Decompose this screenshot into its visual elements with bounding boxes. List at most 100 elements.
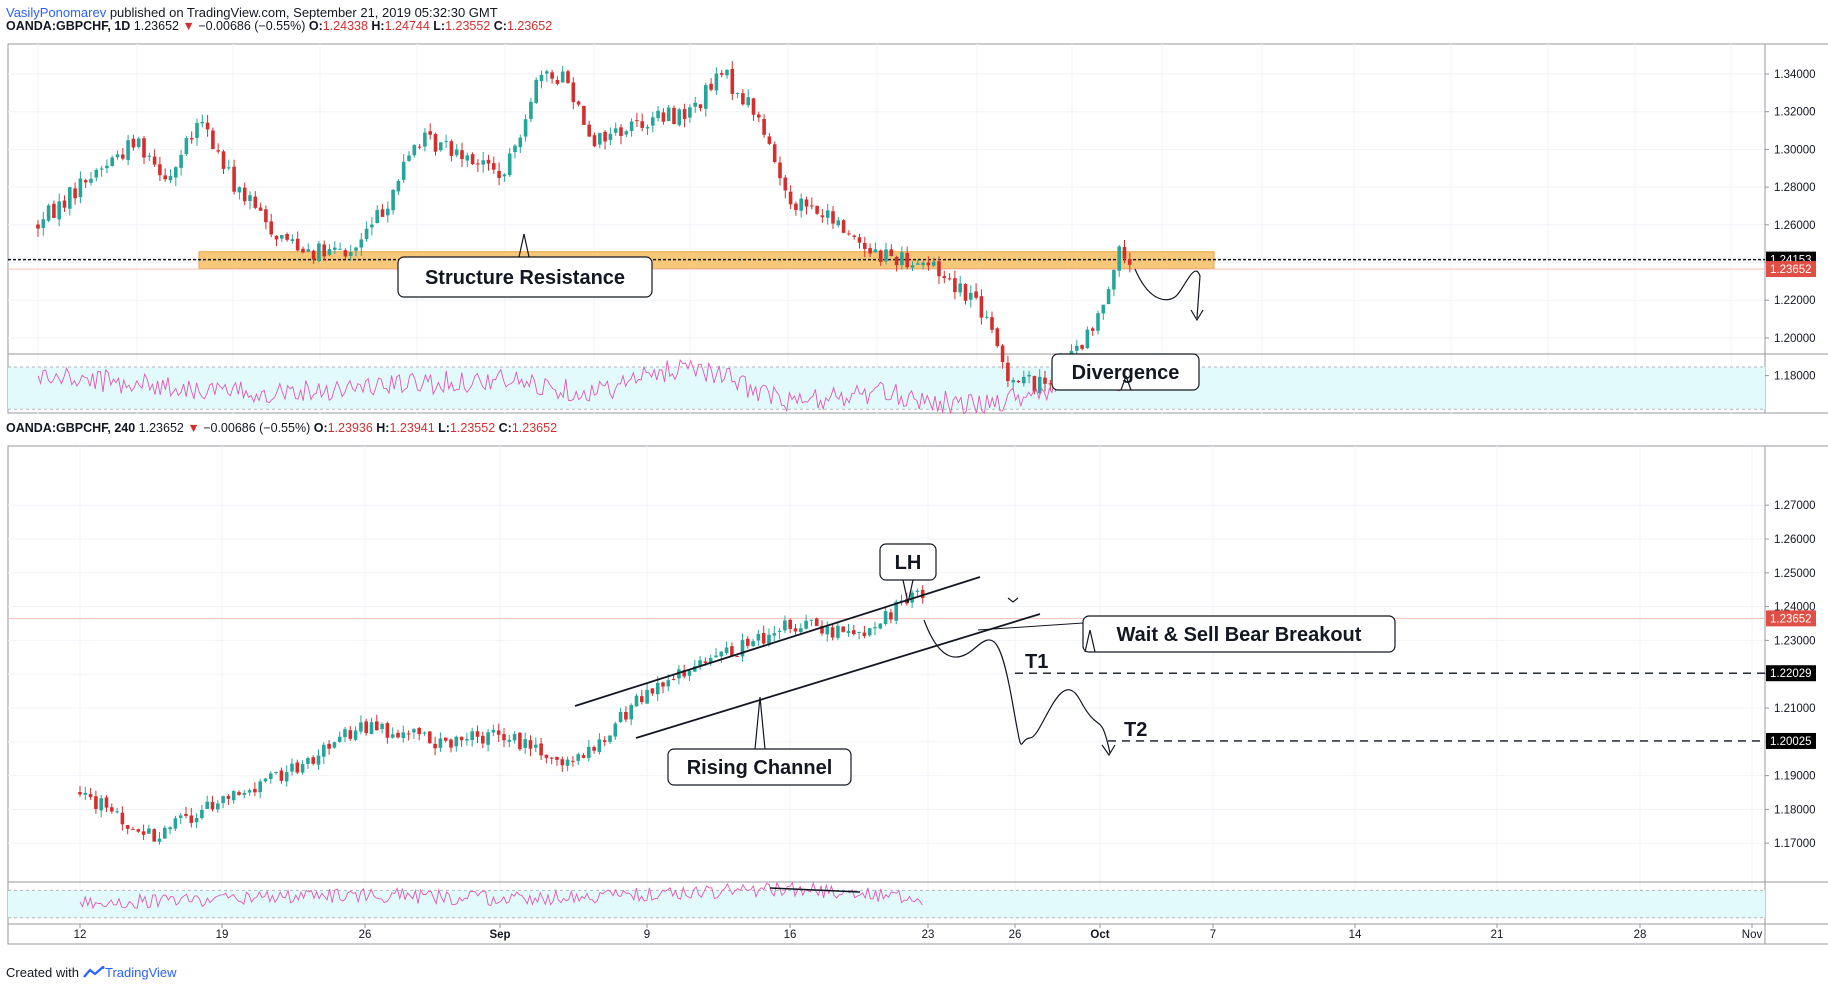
candle-up bbox=[634, 695, 639, 707]
candle-up bbox=[666, 107, 671, 122]
daily-chart[interactable]: 1.340001.320001.300001.280001.260001.240… bbox=[0, 36, 1828, 414]
candle-down bbox=[682, 109, 687, 120]
down-arrow-icon: ▼ bbox=[187, 421, 200, 435]
candle-down bbox=[889, 612, 893, 620]
candle-down bbox=[661, 112, 666, 122]
chart1-high: 1.24744 bbox=[384, 19, 430, 33]
candle-down bbox=[279, 770, 284, 781]
candle-up bbox=[688, 107, 692, 118]
candle-down bbox=[496, 730, 501, 735]
candle-down bbox=[253, 788, 257, 793]
candle-down bbox=[1128, 259, 1132, 265]
candle-up bbox=[825, 626, 830, 635]
candle-up bbox=[168, 175, 173, 181]
candle-down bbox=[226, 795, 231, 799]
x-tick-label: Sep bbox=[489, 929, 510, 941]
candle-up bbox=[900, 252, 904, 266]
candle-down bbox=[327, 743, 331, 749]
candle-up bbox=[422, 732, 427, 734]
x-tick-label: 14 bbox=[1349, 929, 1362, 941]
rising-channel-callout-pointer bbox=[754, 696, 761, 750]
candle-up bbox=[401, 732, 406, 739]
chart2-symbol[interactable]: OANDA:GBPCHF, 240 bbox=[6, 421, 136, 435]
structure-resistance-callout-pointer bbox=[523, 233, 530, 258]
candle-up bbox=[704, 85, 708, 109]
candle-up bbox=[306, 249, 311, 252]
candle-up bbox=[359, 239, 364, 248]
candle-down bbox=[83, 180, 88, 183]
candle-down bbox=[619, 127, 623, 136]
rising-channel-callout: Rising Channel bbox=[667, 696, 852, 786]
candle-down bbox=[470, 154, 475, 165]
candle-down bbox=[581, 755, 586, 758]
x-tick-label: 7 bbox=[1210, 929, 1216, 941]
candle-up bbox=[783, 620, 787, 631]
y-tick-label: 1.30000 bbox=[1774, 144, 1816, 156]
candle-down bbox=[295, 238, 300, 251]
candle-up bbox=[454, 736, 459, 747]
four-hour-chart[interactable]: 1.270001.260001.250001.240001.230001.220… bbox=[0, 438, 1828, 960]
candle-up bbox=[735, 93, 740, 95]
breakout-callout-pointer bbox=[1089, 629, 1096, 653]
candle-up bbox=[777, 630, 782, 632]
chart1-symbol[interactable]: OANDA:GBPCHF, 1D bbox=[6, 19, 131, 33]
candle-down bbox=[868, 248, 872, 254]
candle-down bbox=[730, 646, 734, 656]
structure-resistance-callout-label: Structure Resistance bbox=[425, 267, 625, 289]
divergence-callout-pointer bbox=[1125, 375, 1132, 391]
publish-header: VasilyPonomarev published on TradingView… bbox=[6, 5, 498, 23]
candle-down bbox=[142, 138, 146, 158]
candle-down bbox=[926, 262, 931, 266]
projection-path bbox=[1134, 268, 1201, 319]
x-tick-label: Nov bbox=[1742, 929, 1763, 941]
breakout-callout-pointer bbox=[1084, 629, 1091, 653]
candle-down bbox=[841, 220, 846, 233]
candle-up bbox=[1106, 289, 1111, 305]
candle-down bbox=[974, 291, 978, 298]
candle-up bbox=[343, 729, 347, 738]
candle-down bbox=[751, 98, 756, 115]
candle-up bbox=[825, 210, 830, 218]
y-tick-label: 1.18000 bbox=[1774, 371, 1816, 383]
candle-up bbox=[369, 722, 374, 735]
candle-up bbox=[1011, 380, 1015, 383]
candle-up bbox=[507, 739, 512, 742]
candle-down bbox=[428, 131, 432, 135]
tradingview-logo[interactable]: TradingView bbox=[83, 965, 177, 980]
candle-down bbox=[539, 743, 543, 756]
candle-down bbox=[131, 138, 136, 148]
chart1-change: −0.00686 (−0.55%) bbox=[198, 19, 306, 33]
candle-up bbox=[560, 71, 565, 83]
candle-down bbox=[242, 187, 247, 202]
candle-down bbox=[730, 68, 735, 94]
candle-down bbox=[274, 235, 279, 240]
candle-up bbox=[359, 722, 363, 732]
candle-down bbox=[460, 150, 464, 160]
candle-up bbox=[1075, 345, 1079, 351]
candle-up bbox=[613, 128, 618, 133]
breakout-callout-box bbox=[1082, 615, 1396, 653]
candle-down bbox=[555, 80, 560, 84]
candle-up bbox=[57, 201, 61, 220]
candle-down bbox=[1032, 376, 1037, 392]
channel-upper-line bbox=[574, 576, 981, 707]
candle-down bbox=[216, 150, 220, 152]
candle-down bbox=[857, 237, 862, 243]
candle-down bbox=[794, 203, 798, 211]
candle-up bbox=[194, 818, 199, 823]
candle-down bbox=[582, 105, 586, 125]
candle-up bbox=[772, 633, 777, 636]
candle-down bbox=[624, 711, 628, 720]
chart2-close: 1.23652 bbox=[511, 421, 558, 435]
rsi-line bbox=[79, 881, 923, 910]
candle-up bbox=[68, 187, 72, 209]
candle-down bbox=[211, 130, 215, 149]
breakout-callout-label: Wait & Sell Bear Breakout bbox=[1117, 624, 1362, 646]
y-tick-label: 1.19000 bbox=[1774, 771, 1816, 783]
candle-up bbox=[502, 174, 507, 177]
chart2-h-label: H: bbox=[376, 421, 390, 435]
author-link[interactable]: VasilyPonomarev bbox=[6, 5, 107, 20]
candle-up bbox=[157, 838, 162, 842]
candle-up bbox=[507, 153, 512, 176]
candle-up bbox=[910, 265, 915, 268]
